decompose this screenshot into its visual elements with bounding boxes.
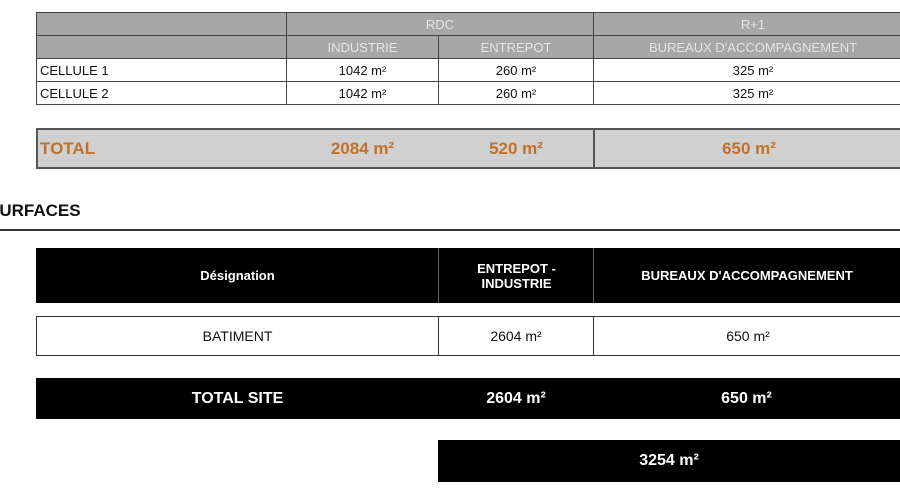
cell: 325 m² (593, 58, 900, 82)
row-batiment-label: BATIMENT (36, 316, 439, 356)
total-site-entrepot: 2604 m² (438, 378, 594, 419)
header-industrie: INDUSTRIE (286, 35, 439, 59)
header-bureaux: BUREAUX D'ACCOMPAGNEMENT (593, 248, 900, 303)
section-title: SURFACES (0, 201, 81, 220)
header-rdc: RDC (286, 12, 594, 36)
total-label: TOTAL (40, 139, 96, 158)
row-label: CELLULE 2 (36, 81, 287, 105)
total-site-label: TOTAL SITE (36, 378, 439, 419)
cell: 260 m² (438, 58, 594, 82)
header2-empty (36, 35, 287, 59)
header-bureaux: BUREAUX D'ACCOMPAGNEMENT (593, 35, 900, 59)
row-batiment-entrepot: 2604 m² (438, 316, 594, 356)
cell: 325 m² (593, 81, 900, 105)
row-batiment-bureaux: 650 m² (593, 316, 900, 356)
cell: 1042 m² (286, 81, 439, 105)
grand-total: 3254 m² (438, 440, 900, 482)
header-designation: Désignation (36, 248, 439, 303)
header-r1: R+1 (593, 12, 900, 36)
total-site-bureaux: 650 m² (593, 378, 900, 419)
total-entrepot: 520 m² (489, 138, 543, 158)
cell: 1042 m² (286, 58, 439, 82)
cell: 260 m² (438, 81, 594, 105)
header-entrepot-industrie: ENTREPOT - INDUSTRIE (438, 248, 594, 303)
section-divider (0, 229, 900, 231)
row-label: CELLULE 1 (36, 58, 287, 82)
header-empty (36, 12, 287, 36)
total-row (36, 128, 900, 169)
header-entrepot: ENTREPOT (438, 35, 594, 59)
total-bureaux: 650 m² (593, 130, 900, 167)
total-industrie: 2084 m² (330, 138, 395, 158)
